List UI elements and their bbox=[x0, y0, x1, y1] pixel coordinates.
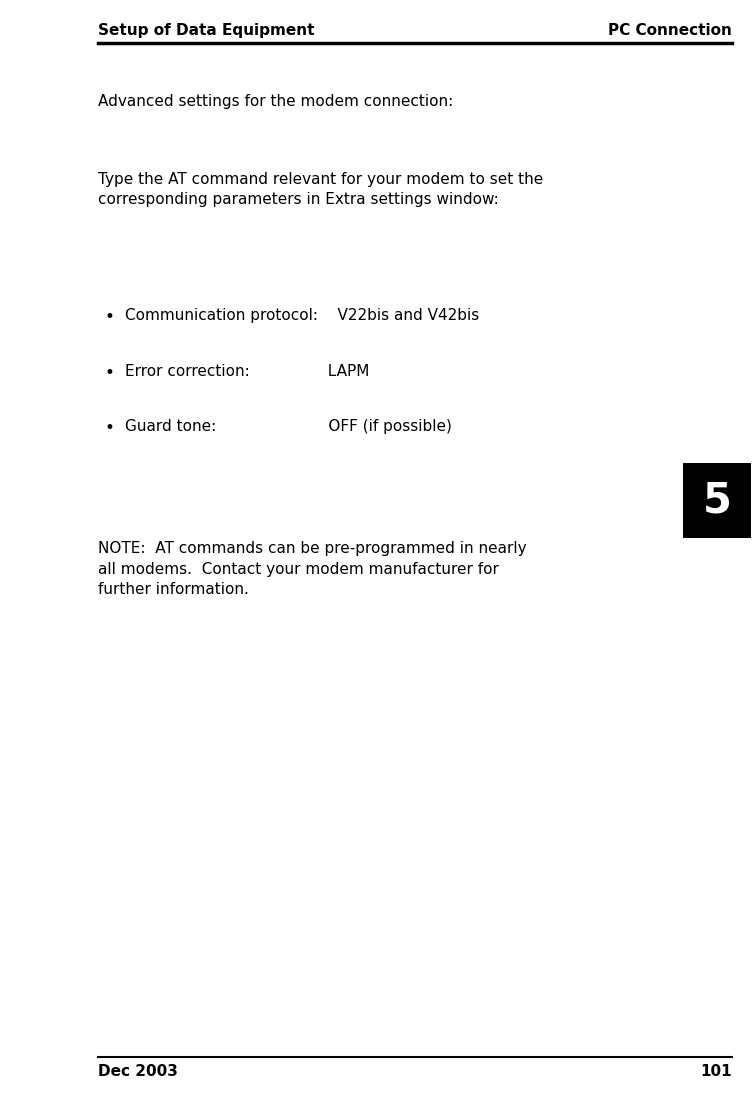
Text: Communication protocol:    V22bis and V42bis: Communication protocol: V22bis and V42bi… bbox=[125, 309, 479, 323]
Text: Type the AT command relevant for your modem to set the
corresponding parameters : Type the AT command relevant for your mo… bbox=[98, 172, 544, 208]
Text: NOTE:  AT commands can be pre-programmed in nearly
all modems.  Contact your mod: NOTE: AT commands can be pre-programmed … bbox=[98, 542, 527, 597]
Text: Advanced settings for the modem connection:: Advanced settings for the modem connecti… bbox=[98, 94, 454, 110]
Bar bbox=[683, 463, 751, 538]
Text: Dec 2003: Dec 2003 bbox=[98, 1063, 178, 1079]
Text: •: • bbox=[104, 309, 115, 326]
Text: 101: 101 bbox=[701, 1063, 732, 1079]
Text: 5: 5 bbox=[703, 480, 732, 522]
Text: Guard tone:                       OFF (if possible): Guard tone: OFF (if possible) bbox=[125, 420, 451, 434]
Text: Setup of Data Equipment: Setup of Data Equipment bbox=[98, 22, 315, 38]
Text: •: • bbox=[104, 420, 115, 437]
Text: PC Connection: PC Connection bbox=[609, 22, 732, 38]
Text: Error correction:                LAPM: Error correction: LAPM bbox=[125, 364, 369, 379]
Text: •: • bbox=[104, 364, 115, 382]
